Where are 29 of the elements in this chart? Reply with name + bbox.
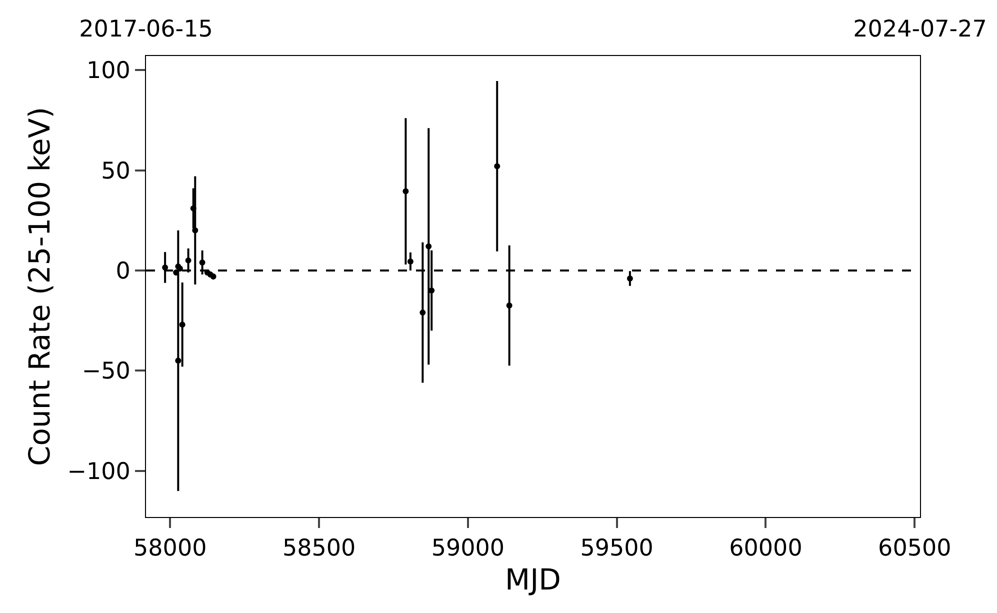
x-tick-label: 60000: [729, 536, 802, 562]
point: [179, 322, 186, 328]
point: [506, 302, 512, 309]
x-tick-label: 59500: [580, 536, 654, 562]
y-tick-label: −100: [67, 458, 130, 485]
x-tick-label: 59000: [431, 536, 505, 562]
point: [402, 188, 409, 194]
y-tick-label: 50: [101, 158, 130, 184]
point: [626, 275, 633, 282]
x2-tick-label: 2017-06-15: [79, 16, 213, 42]
point: [494, 163, 500, 170]
point: [192, 227, 198, 234]
point: [175, 358, 182, 364]
point: [185, 257, 192, 264]
y-axis-title: Count Rate (25-100 keV): [22, 106, 57, 466]
y-tick-label: −50: [82, 358, 130, 385]
x-tick-label: 58000: [134, 536, 207, 562]
point: [162, 264, 168, 270]
point: [407, 258, 414, 264]
point: [199, 259, 206, 266]
x-axis-title: MJD: [505, 562, 561, 596]
y-tick-label: 100: [86, 58, 130, 84]
point: [426, 243, 432, 250]
point: [420, 310, 426, 316]
y-tick-label: 0: [116, 258, 130, 285]
x2-tick-label: 2024-07-27: [853, 16, 987, 42]
x-tick-label: 58500: [282, 536, 356, 562]
point: [190, 205, 196, 212]
x-tick-label: 60500: [878, 536, 952, 562]
